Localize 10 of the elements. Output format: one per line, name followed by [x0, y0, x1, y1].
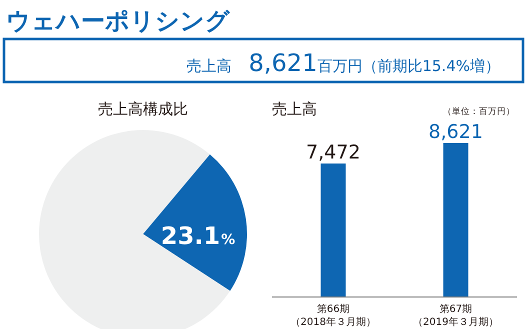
data-label: 23.1%: [160, 222, 236, 250]
text: ウェハーポリシング: [6, 7, 231, 35]
text: 売上高 8,621百万円（前期比15.4%増）: [186, 49, 500, 77]
chart-title: 売上高: [272, 100, 317, 118]
x-tick-label: 第66期（2018年３月期）: [290, 303, 376, 328]
x-tick-label: 第67期（2019年３月期）: [413, 303, 498, 328]
data-label: 7,472: [306, 142, 360, 164]
text: （単位：百万円）: [443, 106, 515, 117]
chart-title: 売上高構成比: [98, 100, 188, 118]
data-label: 8,621: [428, 121, 483, 143]
